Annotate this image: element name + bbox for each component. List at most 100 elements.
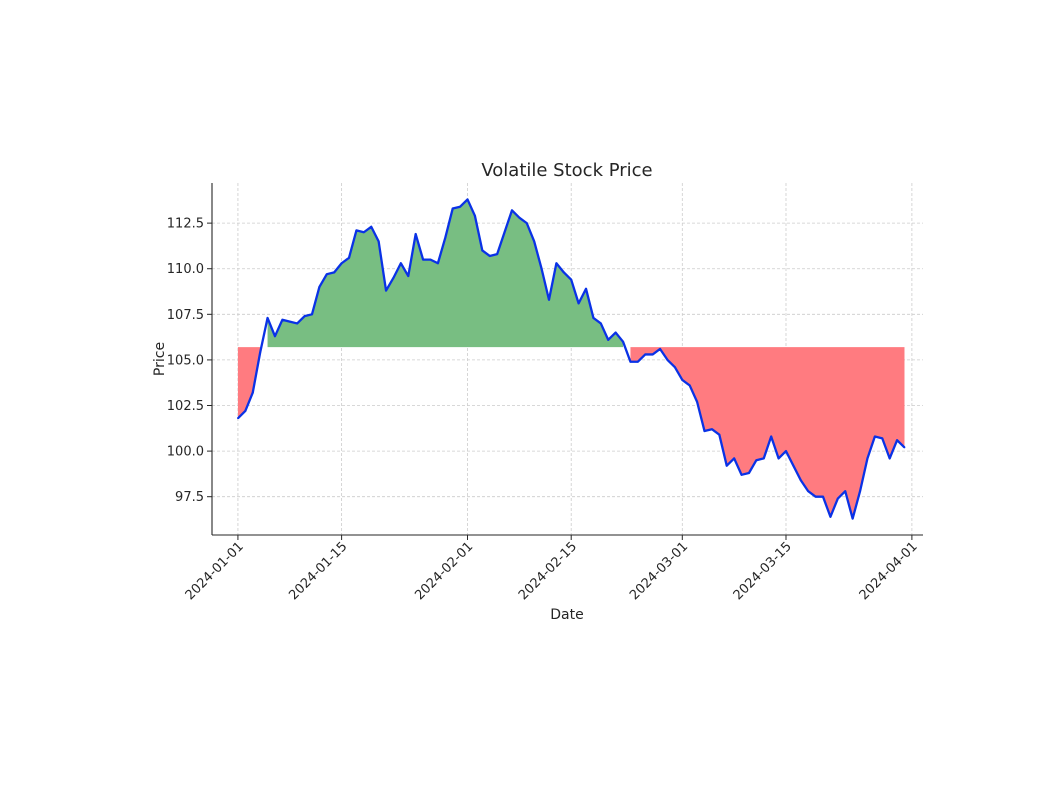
- price-point: [237, 417, 239, 420]
- y-tick-label: 102.5: [167, 399, 204, 414]
- price-point: [348, 256, 350, 259]
- price-point: [370, 225, 373, 228]
- price-point: [792, 464, 795, 467]
- price-point: [511, 209, 513, 212]
- y-tick-label: 112.5: [167, 217, 204, 232]
- price-point: [481, 249, 484, 252]
- x-tick-label: 2024-02-15: [516, 539, 580, 603]
- price-point: [251, 391, 254, 394]
- price-point: [859, 490, 861, 493]
- price-point: [755, 459, 758, 462]
- price-point: [303, 315, 306, 318]
- price-point: [362, 231, 365, 234]
- price-point: [903, 446, 906, 449]
- price-point: [296, 322, 299, 325]
- price-point: [777, 457, 780, 460]
- price-point: [488, 255, 491, 257]
- price-point: [851, 517, 854, 520]
- price-point: [451, 207, 454, 210]
- price-point: [244, 410, 247, 412]
- price-point: [711, 428, 713, 431]
- price-point: [814, 495, 817, 498]
- price-point: [414, 233, 417, 235]
- x-tick-label: 2024-01-15: [286, 539, 350, 603]
- axes: [211, 183, 923, 536]
- price-point: [340, 262, 343, 265]
- price-point: [896, 439, 898, 442]
- price-point: [399, 262, 402, 265]
- price-point: [274, 335, 276, 338]
- fill-areas: [237, 199, 905, 519]
- price-point: [733, 457, 736, 460]
- price-point: [429, 258, 432, 261]
- price-point: [503, 231, 506, 234]
- price-point: [466, 198, 469, 201]
- price-point: [636, 360, 639, 363]
- price-point: [740, 473, 743, 476]
- price-point: [888, 457, 891, 460]
- price-point: [325, 273, 328, 276]
- price-point: [666, 359, 669, 361]
- price-point: [651, 353, 654, 356]
- price-point: [799, 479, 802, 482]
- price-point: [748, 472, 750, 474]
- x-tick-label: 2024-02-01: [412, 539, 476, 603]
- price-point: [881, 437, 884, 440]
- price-point: [614, 331, 617, 334]
- price-point: [333, 271, 336, 274]
- price-point: [444, 236, 447, 239]
- price-point: [673, 366, 676, 369]
- price-point: [436, 262, 439, 265]
- price-point: [688, 384, 691, 387]
- price-point: [533, 240, 536, 243]
- y-tick-label: 107.5: [167, 308, 204, 323]
- price-point: [681, 379, 684, 381]
- x-tick-label: 2024-01-01: [183, 539, 247, 603]
- price-point: [599, 322, 602, 325]
- y-tick-label: 105.0: [167, 353, 204, 368]
- price-point: [555, 262, 558, 265]
- price-point: [266, 317, 269, 319]
- price-point: [807, 490, 810, 493]
- price-point: [385, 289, 387, 292]
- price-point: [311, 313, 313, 316]
- price-point: [407, 275, 410, 277]
- price-point: [762, 457, 765, 460]
- price-point: [281, 318, 284, 321]
- y-tick-label: 110.0: [167, 262, 204, 277]
- price-point: [607, 338, 610, 341]
- y-tick-label: 97.5: [175, 490, 204, 505]
- price-point: [629, 360, 632, 363]
- x-axis-label: Date: [550, 607, 583, 623]
- price-point: [622, 340, 624, 343]
- above-baseline-area: [267, 199, 624, 348]
- price-point: [355, 229, 358, 232]
- x-tick-label: 2024-04-01: [857, 539, 921, 603]
- price-point: [696, 400, 699, 403]
- y-axis-label: Price: [152, 342, 168, 376]
- price-point: [548, 298, 550, 301]
- price-point: [422, 258, 424, 261]
- price-point: [525, 222, 528, 225]
- price-point: [540, 267, 543, 270]
- price-point: [844, 490, 847, 493]
- below-baseline-area: [630, 347, 905, 519]
- price-point: [474, 214, 476, 217]
- x-tick-label: 2024-03-01: [627, 539, 691, 603]
- price-point: [836, 497, 839, 500]
- price-point: [288, 320, 291, 323]
- price-point: [770, 435, 773, 438]
- price-point: [318, 286, 321, 288]
- price-point: [585, 287, 587, 290]
- x-tick-label: 2024-03-15: [731, 539, 795, 603]
- x-axis-ticks: 2024-01-01 2024-01-15 2024-02-01 2024-02-15…: [183, 535, 921, 603]
- price-point: [518, 216, 521, 219]
- price-point: [829, 515, 832, 518]
- price-point: [570, 278, 573, 281]
- price-point: [562, 271, 565, 274]
- price-point: [659, 348, 661, 350]
- price-point: [703, 430, 706, 432]
- price-point: [259, 351, 262, 354]
- price-point: [866, 457, 869, 460]
